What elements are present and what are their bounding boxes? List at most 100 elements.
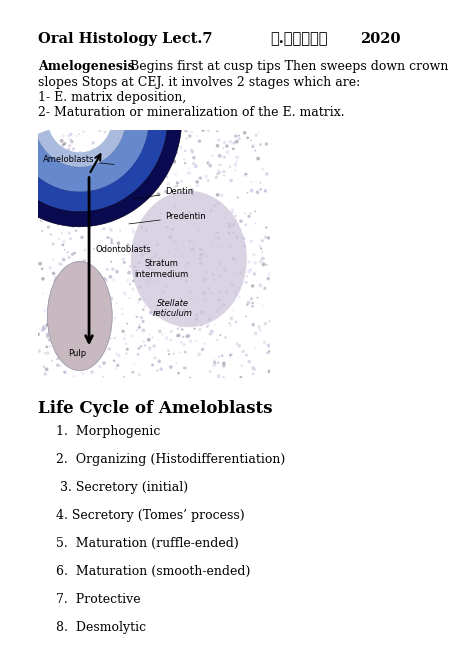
Point [36,323,44,334]
Point [103,194,110,204]
Point [68,218,75,228]
Point [193,131,201,141]
Point [46,183,53,194]
Point [131,194,139,205]
Point [35,169,42,180]
Point [56,310,64,321]
Point [77,161,84,172]
Point [186,236,193,247]
Point [182,214,189,225]
Point [154,305,162,316]
Point [108,257,115,267]
Point [141,157,149,168]
Point [258,326,265,336]
Point [228,280,236,291]
Point [132,129,139,140]
Point [266,316,273,327]
Point [90,256,97,267]
Text: 2- Maturation or mineralization of the E. matrix.: 2- Maturation or mineralization of the E… [38,106,345,119]
Point [79,359,87,370]
Point [37,188,45,199]
Point [230,227,237,238]
Point [233,136,240,147]
Point [243,350,250,360]
Point [46,341,54,352]
Point [151,268,159,279]
Text: Stratum
intermedium: Stratum intermedium [134,259,188,279]
Point [46,263,54,273]
Point [74,219,82,230]
Point [36,259,44,269]
Point [216,242,224,253]
Point [44,131,51,142]
Point [72,332,79,343]
Point [201,274,208,285]
Point [154,365,161,376]
Point [35,346,43,356]
Point [104,232,112,243]
Point [242,169,250,180]
Point [70,371,77,382]
Point [265,340,273,351]
Point [126,170,133,181]
Point [138,250,146,261]
Point [193,314,201,325]
Point [249,281,256,291]
Point [137,197,144,208]
Point [144,275,152,286]
Point [171,190,178,201]
Point [120,372,128,383]
Point [231,267,238,278]
Point [39,322,47,332]
Point [216,167,223,178]
Point [145,334,153,345]
Point [146,329,153,340]
Point [261,337,268,348]
Point [50,239,57,249]
Point [76,302,84,313]
Point [149,310,156,320]
Point [173,358,181,369]
Point [177,337,185,348]
Point [49,240,56,251]
Point [259,253,267,264]
Point [145,129,152,139]
Point [128,132,136,143]
Point [215,295,223,306]
Point [88,219,96,230]
Point [138,312,146,323]
Text: Stellate
reticulum: Stellate reticulum [153,299,192,318]
Point [247,295,255,306]
Point [47,141,55,151]
Point [192,310,200,320]
Point [216,228,224,239]
Point [182,261,190,272]
Point [221,265,229,275]
Point [219,350,226,361]
Point [67,295,75,306]
Point [88,275,95,286]
Point [220,170,228,181]
Point [64,247,72,257]
Point [228,313,235,324]
Point [100,273,108,284]
Point [185,207,193,218]
Point [215,135,222,145]
Point [63,275,70,286]
Point [151,352,159,363]
Point [177,142,185,153]
Point [228,252,236,263]
Point [253,130,260,141]
Point [237,216,245,226]
Point [163,180,171,190]
Point [139,127,146,137]
Point [203,321,211,332]
Point [219,299,227,310]
Point [257,184,264,195]
Point [129,331,137,342]
Point [39,273,47,284]
Point [110,355,118,366]
Point [236,291,243,302]
Point [205,283,212,294]
Point [78,328,85,338]
